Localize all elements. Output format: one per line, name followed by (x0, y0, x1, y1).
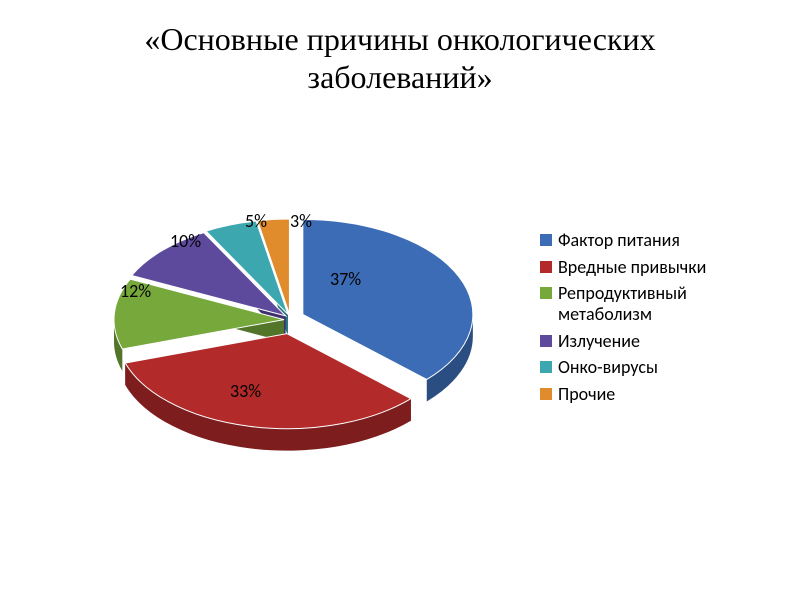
slice-label: 3% (290, 210, 312, 232)
legend-swatch (540, 234, 552, 246)
slice-label: 12% (120, 280, 151, 302)
legend-item: Онко-вирусы (540, 357, 780, 378)
legend-item: Фактор питания (540, 230, 780, 251)
legend-label: Вредные привычки (558, 257, 706, 278)
slice-label: 37% (330, 268, 361, 290)
slice-label: 10% (170, 230, 201, 252)
legend-swatch (540, 335, 552, 347)
legend-item: Репродуктивный метаболизм (540, 283, 780, 324)
legend-swatch (540, 388, 552, 400)
legend-item: Излучение (540, 331, 780, 352)
legend-label: Репродуктивный метаболизм (558, 283, 780, 324)
slice-label: 5% (245, 210, 267, 232)
legend-label: Излучение (558, 331, 640, 352)
legend-swatch (540, 287, 552, 299)
title-line-2: заболеваний» (307, 59, 492, 95)
legend-swatch (540, 261, 552, 273)
title-line-1: «Основные причины онкологических (144, 21, 655, 57)
legend-label: Прочие (558, 384, 615, 405)
slice-label: 33% (230, 380, 261, 402)
legend: Фактор питания Вредные привычки Репродукти… (540, 230, 780, 411)
legend-item: Вредные привычки (540, 257, 780, 278)
legend-swatch (540, 361, 552, 373)
legend-label: Онко-вирусы (558, 357, 658, 378)
legend-label: Фактор питания (558, 230, 680, 251)
legend-item: Прочие (540, 384, 780, 405)
page-title: «Основные причины онкологических заболев… (0, 0, 800, 97)
pie-chart: 37% 33% 12% 10% 5% 3% (80, 180, 500, 500)
